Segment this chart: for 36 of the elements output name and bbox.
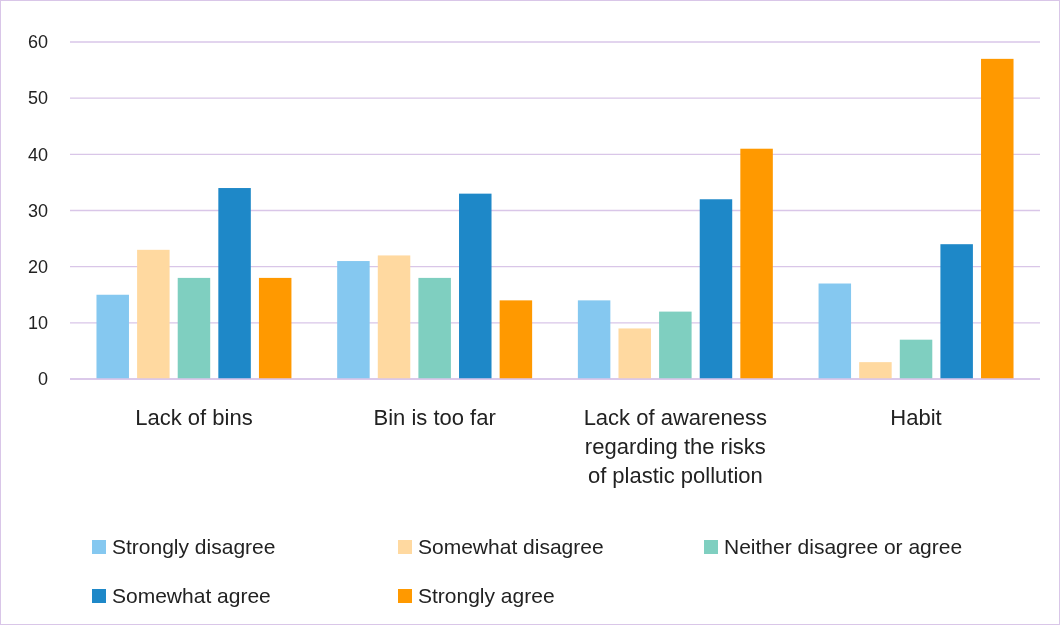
x-tick-label: Lack of awareness regarding the risks of plastic pollution: [583, 405, 768, 488]
bar: [659, 311, 692, 379]
bar: [337, 261, 370, 379]
y-tick-label: 60: [27, 32, 48, 53]
bar: [699, 199, 733, 379]
bar: [940, 244, 973, 379]
bar: [137, 249, 170, 379]
x-tick-label: Habit: [890, 405, 942, 430]
y-tick-label: 40: [27, 144, 48, 165]
legend-label: Strongly disagree: [112, 535, 276, 559]
bar: [740, 148, 773, 379]
bar: [258, 277, 292, 379]
bar: [96, 294, 129, 379]
bar: [177, 277, 211, 379]
x-tick-label: Bin is too far: [373, 405, 496, 430]
bar: [377, 255, 411, 379]
bar: [818, 283, 852, 379]
x-tick-label: Lack of bins: [135, 405, 253, 430]
y-tick-label: 10: [27, 313, 48, 334]
bar: [618, 328, 651, 379]
bar: [899, 339, 933, 379]
bar: [499, 300, 533, 379]
legend-label: Somewhat agree: [112, 584, 271, 608]
legend-label: Somewhat disagree: [418, 535, 604, 559]
legend-label: Neither disagree or agree: [724, 535, 963, 559]
y-tick-label: 30: [27, 200, 48, 221]
legend-label: Strongly agree: [418, 584, 555, 608]
bar: [981, 58, 1014, 379]
bar: [459, 193, 492, 379]
y-tick-label: 20: [27, 256, 48, 277]
bar: [859, 362, 892, 379]
y-tick-label: 50: [27, 88, 48, 109]
bar: [218, 188, 251, 379]
y-tick-label: 0: [37, 369, 48, 390]
bar: [577, 300, 611, 379]
bar: [418, 277, 451, 379]
